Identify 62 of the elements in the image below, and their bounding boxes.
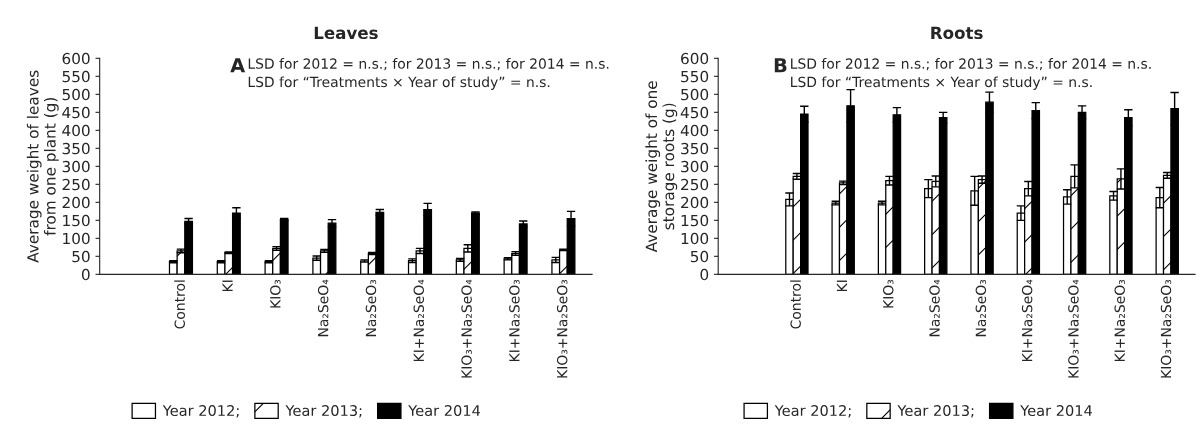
x-tick-label: Na₂SeO₄ — [929, 279, 940, 337]
y-tick-label: 350 — [681, 142, 709, 155]
x-tick-label: Control — [174, 280, 185, 329]
y-tick-label: 550 — [681, 70, 709, 83]
y-tick-label: 400 — [680, 124, 709, 137]
y-tick-label: 200 — [62, 196, 90, 209]
x-tick-label: Na₂SeO₃ — [975, 279, 987, 337]
annotation: LSD for “Treatments × Year of study” = n.s. — [248, 76, 550, 90]
x-tick-label: KI+Na₂SeO₄ — [413, 279, 425, 361]
legend-label: Year 2012; — [774, 405, 851, 418]
x-tick-label: KI — [222, 280, 233, 292]
y-tick-label: 100 — [63, 232, 90, 245]
y-tick-label: 0 — [81, 268, 90, 281]
y-tick-label: 200 — [681, 196, 709, 209]
x-tick-label: KIO₃ — [883, 279, 894, 308]
x-tick-label: Na₂SeO₃ — [365, 279, 377, 337]
x-tick-label: KIO₃+Na₂SeO₃ — [1160, 279, 1172, 378]
chart-title: Leaves — [314, 26, 378, 40]
y-tick-label: 250 — [62, 178, 90, 191]
x-tick-label: KIO₃+Na₂SeO₄ — [1068, 279, 1079, 378]
x-tick-label: KI+Na₂SeO₃ — [1114, 279, 1125, 361]
y-tick-label: 50 — [72, 250, 90, 263]
y-tick-label: 350 — [62, 142, 90, 155]
y-tick-label: 300 — [62, 160, 90, 173]
y-tick-label: 50 — [690, 250, 709, 263]
y-tick-label: 500 — [681, 88, 709, 101]
legend-label: Year 2014 — [1020, 405, 1093, 417]
annotation: LSD for 2012 = n.s.; for 2013 = n.s.; for 2014 = n.s. — [791, 58, 1151, 71]
legend-label: Year 2013; — [285, 405, 362, 418]
x-tick-label: KI — [836, 280, 848, 292]
y-tick-label: 0 — [700, 268, 709, 281]
legend-label: Year 2012; — [162, 405, 239, 418]
chart-title: Roots — [931, 26, 983, 40]
legend-label: Year 2013; — [897, 405, 974, 418]
x-tick-label: Na₂SeO₄ — [317, 279, 329, 337]
bar — [1109, 195, 1118, 275]
y-tick-label: 400 — [62, 124, 90, 137]
y-tick-label: 100 — [681, 232, 709, 245]
annotation: LSD for 2012 = n.s.; for 2013 = n.s.; for 2014 = n.s. — [248, 58, 609, 71]
x-tick-label: KIO₃+Na₂SeO₃ — [556, 279, 568, 378]
y-tick-label: 550 — [62, 70, 90, 83]
x-tick-label: KIO₃+Na₂SeO₄ — [461, 279, 472, 378]
x-tick-label: KI+Na₂SeO₃ — [509, 279, 520, 361]
x-tick-label: KI+Na₂SeO₄ — [1021, 279, 1033, 361]
y-axis-title: Average weight of one storage roots (g) — [645, 81, 678, 253]
annotation: B — [774, 58, 787, 73]
y-tick-label: 250 — [681, 178, 709, 191]
legend-label: Year 2014 — [408, 405, 481, 417]
x-tick-label: KIO₃ — [270, 279, 281, 308]
x-tick-label: Control — [790, 280, 801, 329]
y-tick-label: 600 — [62, 52, 90, 65]
annotation: LSD for “Treatments × Year of study” = n.s. — [791, 76, 1092, 90]
y-tick-label: 600 — [681, 52, 709, 65]
y-tick-label: 500 — [62, 88, 90, 101]
y-tick-label: 450 — [62, 106, 90, 119]
annotation: A — [230, 58, 246, 73]
y-tick-label: 450 — [680, 106, 709, 119]
bar — [831, 202, 841, 275]
y-tick-label: 300 — [681, 160, 709, 173]
y-tick-label: 150 — [63, 214, 90, 227]
y-tick-label: 150 — [681, 214, 709, 227]
y-axis-title: Average weight of leaves from one plant (g) — [26, 70, 59, 263]
